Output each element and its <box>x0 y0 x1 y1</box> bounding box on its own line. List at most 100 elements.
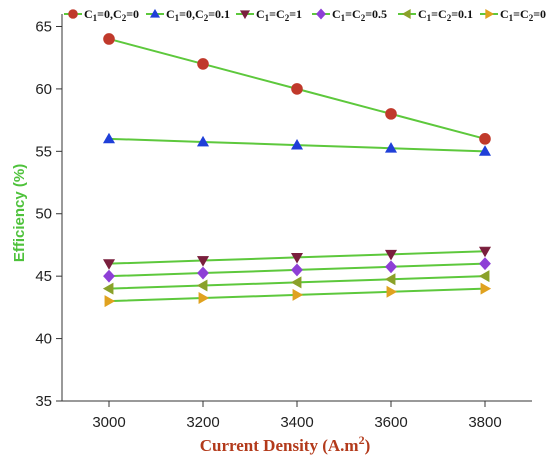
data-point <box>197 58 209 70</box>
legend: C1=0,C2=0 C1=0,C2=0.1 C1=C2=1 C1=C2=0.5 C1=C… <box>64 7 546 23</box>
series-3 <box>103 257 491 283</box>
legend-marker <box>239 10 251 20</box>
legend-label-subscript: 2 <box>447 13 452 23</box>
data-point <box>103 269 115 283</box>
legend-label-part: =0 <box>533 7 546 21</box>
legend-label-part: =1 <box>289 7 302 21</box>
legend-label-part: =0.1 <box>208 7 230 21</box>
data-point <box>478 270 490 283</box>
legend-label-subscript: 1 <box>265 13 270 23</box>
legend-label-part: C <box>332 7 341 21</box>
legend-label: C1=C2=0 <box>500 7 546 23</box>
legend-label-subscript: 2 <box>285 13 290 23</box>
data-point <box>102 259 116 270</box>
y-tick-label: 45 <box>35 268 52 285</box>
data-point <box>386 285 398 298</box>
x-tick-label: 3000 <box>92 414 125 431</box>
data-point <box>290 253 304 264</box>
legend-marker <box>485 8 495 20</box>
series-4 <box>102 270 490 295</box>
legend-label-part: =0,C <box>179 7 204 21</box>
legend-label-part: =0 <box>126 7 139 21</box>
x-axis-title-text: Current Density (A.m <box>200 436 359 455</box>
legend-label-subscript: 2 <box>361 13 366 23</box>
legend-label-subscript: 1 <box>341 13 346 23</box>
legend-label-part: =C <box>269 7 285 21</box>
y-tick-label: 40 <box>35 331 52 348</box>
series-2 <box>102 246 492 270</box>
legend-label-part: =C <box>431 7 447 21</box>
data-point <box>102 132 116 144</box>
data-point <box>291 83 303 95</box>
legend-label: C1=C2=0.5 <box>332 7 387 23</box>
plot-marks <box>102 33 492 308</box>
data-point <box>102 282 114 295</box>
data-point <box>479 133 491 145</box>
legend-label-part: C <box>166 7 175 21</box>
data-point <box>290 138 304 150</box>
legend-marker <box>316 8 326 20</box>
legend-label-part: =0.1 <box>451 7 473 21</box>
legend-label-part: C <box>256 7 265 21</box>
legend-label-part: =0,C <box>97 7 122 21</box>
legend-label-subscript: 2 <box>204 13 209 23</box>
data-point <box>385 260 397 274</box>
legend-label-subscript: 2 <box>529 13 534 23</box>
y-tick-label: 35 <box>35 393 52 410</box>
x-tick-label: 3400 <box>280 414 313 431</box>
legend-marker <box>68 9 78 19</box>
x-axis-title: Current Density (A.m2) <box>200 433 370 455</box>
series-1 <box>102 132 492 156</box>
data-point <box>384 249 398 261</box>
data-point <box>478 246 492 258</box>
series-5 <box>104 282 492 308</box>
legend-marker <box>149 8 161 18</box>
data-point <box>196 135 210 147</box>
legend-item: C1=C2=0.1 <box>398 7 473 23</box>
data-point <box>385 108 397 120</box>
data-point <box>291 263 303 277</box>
y-tick-label: 55 <box>35 143 52 160</box>
y-tick-label: 65 <box>35 18 52 35</box>
axes <box>61 14 532 402</box>
x-tick-label: 3600 <box>374 414 407 431</box>
legend-label-subscript: 1 <box>93 13 98 23</box>
legend-label-subscript: 2 <box>122 13 127 23</box>
legend-item: C1=C2=0 <box>480 7 546 23</box>
legend-label-part: =0.5 <box>365 7 387 21</box>
data-point <box>384 273 396 286</box>
data-point <box>103 33 115 45</box>
y-tick-label: 60 <box>35 81 52 98</box>
legend-item: C1=0,C2=0 <box>64 7 139 23</box>
legend-marker <box>401 8 411 20</box>
x-tick-label: 3200 <box>186 414 219 431</box>
legend-label-subscript: 1 <box>509 13 514 23</box>
y-ticks: 35 40 45 50 55 60 65 <box>35 18 62 410</box>
legend-label-subscript: 1 <box>175 13 180 23</box>
data-point <box>292 288 304 301</box>
x-tick-label: 3800 <box>468 414 501 431</box>
data-point <box>197 266 209 280</box>
y-axis-title: Efficiency (%) <box>11 164 28 262</box>
legend-item: C1=C2=1 <box>236 7 302 23</box>
legend-item: C1=C2=0.5 <box>312 7 387 23</box>
data-point <box>478 145 492 156</box>
legend-item: C1=0,C2=0.1 <box>146 7 230 23</box>
data-point <box>196 256 210 267</box>
y-tick-label: 50 <box>35 206 52 223</box>
series-0 <box>103 33 491 145</box>
x-axis-title-superscript: 2 <box>359 433 365 447</box>
x-axis-title-end: ) <box>365 436 371 455</box>
data-point <box>384 142 398 153</box>
legend-label: C1=C2=1 <box>256 7 302 23</box>
data-point <box>104 295 116 308</box>
legend-label-part: =C <box>513 7 529 21</box>
data-point <box>198 291 210 305</box>
legend-label-part: C <box>500 7 509 21</box>
data-point <box>196 279 208 292</box>
data-point <box>480 282 492 295</box>
data-point <box>290 276 302 289</box>
legend-label-part: =C <box>345 7 361 21</box>
legend-label-part: C <box>84 7 93 21</box>
